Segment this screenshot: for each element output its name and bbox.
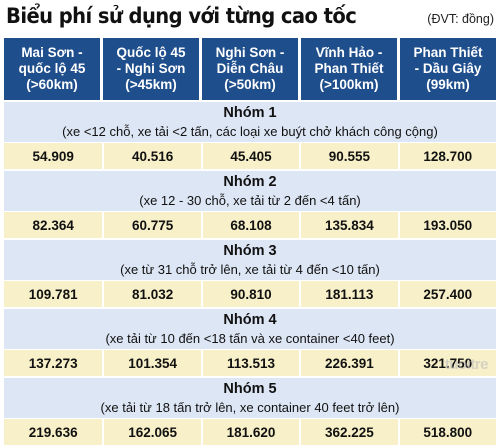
group-4-header: Nhóm 4 (xe tải từ 10 đến <18 tấn và xe c…	[4, 307, 496, 349]
fee-value: 257.400	[397, 281, 496, 307]
fee-value: 128.700	[397, 143, 496, 169]
group-3-values: 109.781 81.032 90.810 181.113 257.400	[4, 280, 496, 307]
group-name: Nhóm 5	[223, 381, 277, 397]
group-description: (xe tải từ 10 đến <18 tấn và xe containe…	[105, 331, 395, 346]
fee-value: 362.225	[299, 419, 397, 445]
fee-value: 113.513	[200, 350, 299, 376]
column-header-distance: (>60km)	[26, 77, 78, 92]
column-header-line: Vĩnh Hảo -	[315, 45, 383, 60]
group-description: (xe <12 chỗ, xe tải <2 tấn, các loại xe …	[62, 124, 438, 139]
fee-value: 135.834	[299, 212, 397, 238]
column-header-3: Nghi Sơn - Diễn Châu (>50km)	[202, 38, 298, 100]
fee-table: Mai Sơn - quốc lộ 45 (>60km) Quốc lộ 45 …	[4, 38, 496, 445]
fee-value: 40.516	[102, 143, 200, 169]
column-header-4: Vĩnh Hảo - Phan Thiết (>100km)	[301, 38, 397, 100]
group-5-values: 219.636 162.065 181.620 362.225 518.800	[4, 418, 496, 445]
column-header-line: Quốc lộ 45	[116, 45, 186, 60]
fee-value: 68.108	[200, 212, 299, 238]
column-header-5: Phan Thiết - Dầu Giây (99km)	[400, 38, 496, 100]
column-header-line: quốc lộ 45	[18, 61, 86, 76]
group-2-values: 82.364 60.775 68.108 135.834 193.050	[4, 211, 496, 238]
column-header-distance: (99km)	[426, 77, 470, 92]
column-header-2: Quốc lộ 45 - Nghi Sơn (>45km)	[103, 38, 199, 100]
column-header-line: Phan Thiết	[314, 61, 384, 76]
group-3-header: Nhóm 3 (xe từ 31 chỗ trở lên, xe tải từ …	[4, 238, 496, 280]
fee-value: 226.391	[299, 350, 397, 376]
fee-value: 181.620	[200, 419, 299, 445]
fee-value: 60.775	[102, 212, 200, 238]
fee-value: 219.636	[28, 424, 78, 440]
fee-value: 162.065	[102, 419, 200, 445]
table-header: Mai Sơn - quốc lộ 45 (>60km) Quốc lộ 45 …	[4, 38, 496, 100]
fee-value: 518.800	[397, 419, 496, 445]
column-header-line: Mai Sơn -	[21, 45, 83, 60]
fee-value: 90.555	[299, 143, 397, 169]
column-header-line: - Dầu Giây	[414, 61, 482, 76]
column-header-1: Mai Sơn - quốc lộ 45 (>60km)	[4, 38, 100, 100]
group-5-header: Nhóm 5 (xe tải từ 18 tấn trở lên, xe con…	[4, 376, 496, 418]
group-name: Nhóm 1	[223, 105, 277, 121]
fee-value: 81.032	[102, 281, 200, 307]
column-header-distance: (>45km)	[125, 77, 177, 92]
fee-value: 181.113	[299, 281, 397, 307]
fee-value: 193.050	[397, 212, 496, 238]
column-header-distance: (>100km)	[319, 77, 379, 92]
group-description: (xe từ 31 chỗ trở lên, xe tải từ 4 đến <…	[120, 262, 380, 277]
column-header-line: - Nghi Sơn	[116, 61, 186, 76]
fee-value: 82.364	[32, 217, 74, 233]
group-4-values: 137.273 101.354 113.513 226.391 321.750	[4, 349, 496, 376]
fee-value: 101.354	[102, 350, 200, 376]
group-description: (xe 12 - 30 chỗ, xe tải từ 2 đến <4 tấn)	[139, 193, 361, 208]
column-header-line: Nghi Sơn -	[215, 45, 285, 60]
column-header-line: Diễn Châu	[216, 61, 284, 76]
fee-value: 109.781	[28, 286, 78, 302]
fee-value: 45.405	[200, 143, 299, 169]
group-name: Nhóm 3	[223, 243, 277, 259]
group-name: Nhóm 2	[223, 174, 277, 190]
fee-value: 321.750	[397, 350, 496, 376]
fee-value: 54.909	[32, 148, 74, 164]
unit-label: (ĐVT: đồng)	[427, 12, 494, 26]
group-2-header: Nhóm 2 (xe 12 - 30 chỗ, xe tải từ 2 đến …	[4, 169, 496, 211]
group-1-values: 54.909 40.516 45.405 90.555 128.700	[4, 142, 496, 169]
fee-value: 90.810	[200, 281, 299, 307]
column-header-line: Phan Thiết	[413, 45, 483, 60]
page-title: Biểu phí sử dụng với từng cao tốc	[6, 4, 357, 28]
group-name: Nhóm 4	[223, 312, 277, 328]
watermark-logo: tuoitre	[444, 356, 489, 373]
title-row: Biểu phí sử dụng với từng cao tốc (ĐVT: …	[6, 4, 494, 34]
column-header-distance: (>50km)	[224, 77, 276, 92]
fee-value: 137.273	[28, 355, 78, 371]
group-description: (xe tải từ 18 tấn trở lên, xe container …	[100, 400, 400, 415]
group-1-header: Nhóm 1 (xe <12 chỗ, xe tải <2 tấn, các l…	[4, 100, 496, 142]
